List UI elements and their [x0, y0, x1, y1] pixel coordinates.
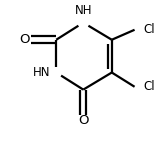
Text: O: O [20, 33, 30, 46]
Text: Cl: Cl [143, 23, 155, 36]
Text: O: O [78, 114, 88, 127]
Text: Cl: Cl [143, 80, 155, 93]
Text: NH: NH [75, 4, 92, 17]
Text: HN: HN [33, 66, 51, 79]
